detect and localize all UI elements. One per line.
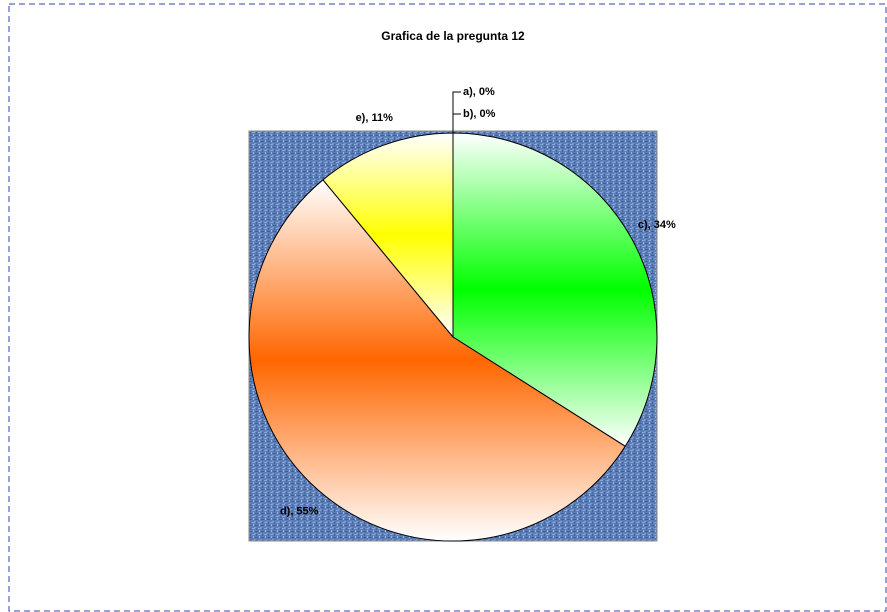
data-label: e), 11% [356,112,394,124]
page-border [8,3,887,612]
data-label: c), 34% [638,219,676,231]
data-label: d), 55% [280,505,319,517]
chart-title: Grafica de la pregunta 12 [381,29,525,43]
data-label: b), 0% [463,108,496,120]
leader-line [452,113,461,133]
pie-slice [322,132,454,339]
data-label: a), 0% [463,86,495,98]
pie-slice [452,132,658,447]
pie-slice [248,179,626,542]
leader-line [452,91,461,133]
